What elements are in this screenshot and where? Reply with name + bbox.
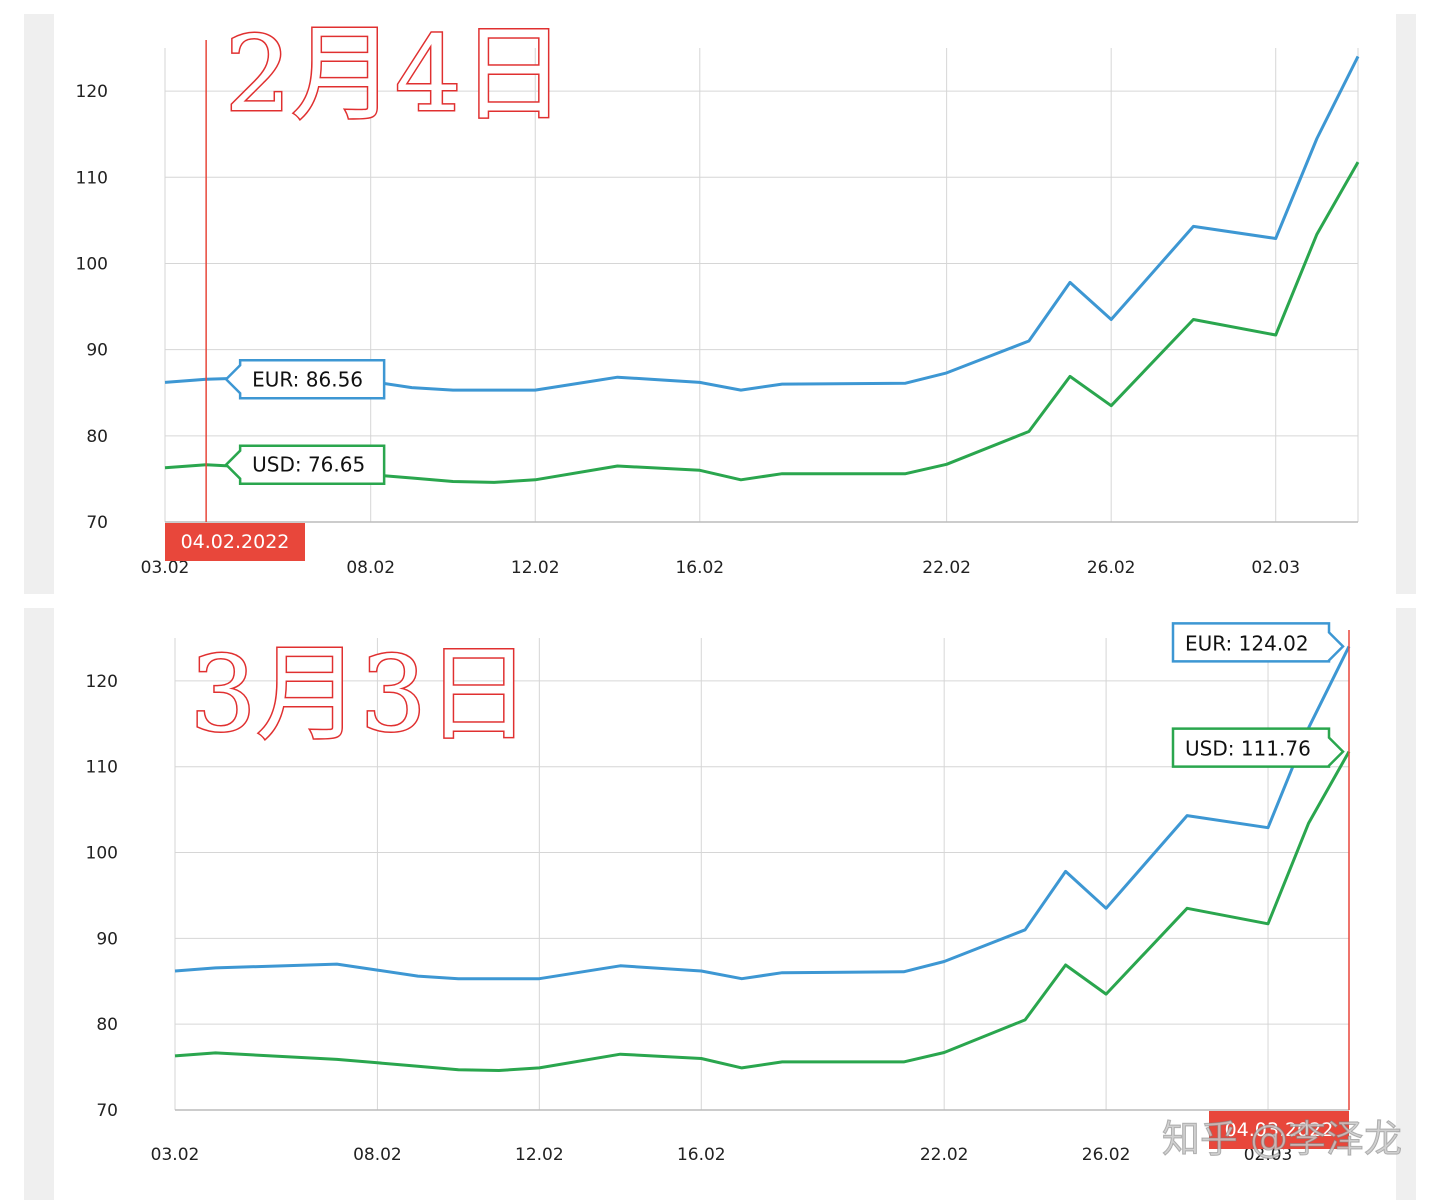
y-tick-label: 110 [76,168,108,188]
tooltip-text-eur: EUR: 124.02 [1185,631,1309,655]
x-tick-label: 12.02 [511,558,560,578]
tooltip-eur [224,359,386,400]
x-tick-label: 26.02 [1087,558,1136,578]
y-tick-label: 70 [96,1101,118,1121]
y-tick-label: 100 [76,254,108,274]
y-tick-label: 70 [86,513,108,533]
x-tick-label: 03.02 [141,558,190,578]
bottom-line-chart: 70 80 90 100 110 120 03.02 08.02 12.02 16.02 22.02… [86,622,1403,1165]
x-tick-label: 22.02 [920,1145,969,1165]
y-tick-label: 90 [96,929,118,949]
y-tick-label: 110 [86,758,118,778]
series-line-eur [174,645,1351,981]
x-tick-label: 08.02 [353,1145,402,1165]
x-tick-label: 02.03 [1244,1145,1293,1165]
y-tick-label: 80 [96,1015,118,1035]
selected-date-label: 04.02.2022 [181,531,290,553]
tooltip-usd [224,444,386,485]
y-tick-label: 120 [76,82,108,102]
tooltip-text-usd: USD: 111.76 [1185,737,1311,761]
y-tick-label: 80 [86,427,108,447]
bottom-chart-frame [24,608,1416,1200]
x-tick-label: 02.03 [1251,558,1300,578]
selected-date-flag [1209,1111,1349,1149]
top-chart-frame [24,14,1416,594]
y-tick-label: 90 [86,341,108,361]
x-tick-label: 08.02 [346,558,395,578]
x-tick-label: 16.02 [677,1145,726,1165]
selected-date-label: 04.03.2022 [1225,1119,1334,1141]
watermark-text: 知乎 @李泽龙 [1162,1117,1402,1161]
x-tick-label: 16.02 [675,558,724,578]
x-tick-label: 12.02 [515,1145,564,1165]
series-line-usd [174,750,1351,1072]
y-tick-label: 120 [86,672,118,692]
selected-date-flag [165,523,305,561]
tooltip-usd [1171,727,1345,768]
tooltip-eur [1171,622,1345,663]
series-line-usd [164,161,1360,484]
x-tick-label: 03.02 [151,1145,200,1165]
y-tick-label: 100 [86,844,118,864]
tooltip-text-usd: USD: 76.65 [252,453,365,477]
x-tick-label: 22.02 [922,558,971,578]
overlay-date-title: 2月4日 [225,13,565,135]
x-tick-label: 26.02 [1082,1145,1131,1165]
overlay-date-title: 3月3日 [190,633,530,755]
top-line-chart: 70 80 90 100 110 120 03.02 08.02 12.02 16.02 22.02… [76,12,1360,578]
tooltip-text-eur: EUR: 86.56 [252,367,363,391]
